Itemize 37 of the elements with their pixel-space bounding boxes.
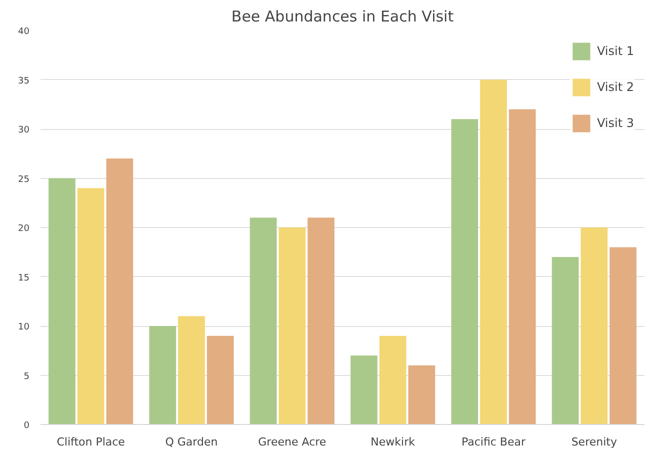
bar — [308, 218, 334, 424]
bar — [48, 178, 76, 424]
y-tick-label: 0 — [24, 421, 30, 431]
bar — [149, 326, 176, 424]
y-tick-label: 30 — [18, 126, 30, 136]
x-tick-label: Q Garden — [165, 436, 218, 448]
bar — [451, 119, 478, 424]
x-tick-label: Serenity — [571, 436, 618, 448]
chart-title: Bee Abundances in Each Visit — [231, 8, 454, 26]
bar — [379, 336, 406, 424]
bar — [278, 228, 306, 424]
bar — [552, 257, 579, 424]
y-tick-label: 25 — [18, 174, 30, 185]
bar — [106, 158, 134, 424]
legend-label: Visit 2 — [596, 80, 634, 94]
bar — [508, 109, 536, 424]
bar — [77, 188, 104, 424]
y-tick-label: 40 — [18, 27, 30, 37]
legend-label: Visit 1 — [596, 44, 634, 58]
y-tick-label: 35 — [18, 76, 30, 86]
bar — [250, 218, 277, 424]
y-tick-label: 15 — [18, 273, 30, 284]
x-tick-label: Newkirk — [370, 436, 416, 448]
bar — [350, 356, 378, 424]
y-tick-label: 10 — [18, 322, 30, 332]
legend-label: Visit 3 — [596, 116, 634, 130]
bar — [610, 247, 636, 424]
x-tick-label: Pacific Bear — [461, 436, 526, 448]
bar — [206, 336, 234, 424]
bar — [408, 365, 436, 424]
bar — [178, 316, 205, 424]
x-tick-label: Clifton Place — [56, 436, 126, 448]
bar — [480, 80, 507, 424]
y-tick-label: 20 — [18, 224, 30, 234]
y-tick-label: 5 — [24, 372, 30, 382]
x-tick-label: Greene Acre — [258, 436, 326, 448]
bar — [580, 228, 608, 424]
